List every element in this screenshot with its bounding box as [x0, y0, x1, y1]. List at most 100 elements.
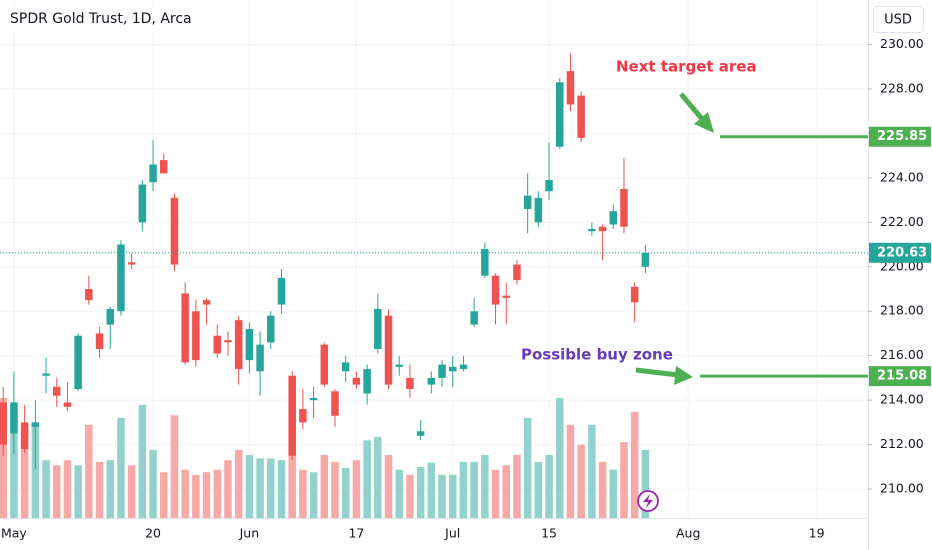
candle-body [491, 275, 500, 305]
level-badge [869, 366, 931, 387]
volume-bar [234, 449, 243, 518]
volume-bar [10, 403, 18, 518]
candle-body [267, 315, 275, 343]
candle-body [523, 195, 532, 209]
candle-body [20, 422, 29, 450]
volume-bar [85, 424, 93, 518]
candle-body [513, 264, 521, 281]
candle-body [427, 377, 436, 385]
volume-bar [181, 469, 189, 518]
y-tick-label: 222.00 [880, 214, 924, 229]
annotation: Next target area [616, 58, 757, 76]
candle-body [127, 262, 136, 265]
candle-body [170, 197, 179, 265]
x-tick-label: 17 [348, 526, 364, 541]
volume-bar [224, 460, 232, 518]
volume-bar [42, 460, 50, 518]
volume-bar [202, 472, 211, 518]
candle-body [63, 402, 72, 407]
volume-bar [609, 469, 618, 518]
volume-bar [438, 474, 446, 518]
candle-body [395, 364, 403, 367]
volume-bar [213, 469, 222, 518]
volume-bar [127, 465, 136, 518]
axis-labels: 210.00212.00214.00216.00218.00220.00222.… [1, 36, 931, 541]
volume-bar [588, 424, 596, 518]
candle-body [331, 391, 339, 416]
volume-pane [0, 397, 650, 518]
candle-body [309, 397, 318, 401]
y-tick-label: 230.00 [880, 36, 924, 51]
volume-bar [106, 460, 114, 518]
y-tick-label: 210.00 [880, 481, 924, 496]
candle-body [384, 315, 393, 385]
candle-body [470, 311, 478, 325]
volume-bar [620, 442, 628, 518]
candle-body [0, 402, 7, 445]
volume-bar [534, 461, 543, 518]
x-tick-label: May [1, 526, 27, 541]
volume-bar [95, 461, 104, 518]
y-tick-label: 216.00 [880, 347, 924, 362]
candle-body [438, 364, 446, 378]
volume-bar [545, 454, 553, 518]
volume-bar [170, 415, 179, 518]
volume-bar [192, 474, 200, 518]
volume-bar [556, 397, 564, 518]
x-tick-label: 20 [145, 526, 161, 541]
candle-body [245, 329, 254, 361]
volume-bar [577, 444, 585, 518]
arrow-head [674, 366, 693, 385]
candle-body [31, 422, 40, 427]
candle-body [10, 402, 18, 434]
level-label: 225.85 [877, 129, 927, 144]
arrows [635, 92, 714, 385]
volume-bar [491, 469, 500, 518]
volume-bar [256, 458, 264, 518]
volume-bar [598, 461, 607, 518]
y-tick-label: 228.00 [880, 80, 924, 95]
candle-body [234, 320, 243, 370]
candle-body [52, 386, 61, 396]
candle-body [641, 252, 650, 267]
volume-bar [331, 461, 339, 518]
volume-bar [63, 460, 72, 518]
candle-body [459, 364, 468, 370]
volume-bar [395, 469, 403, 518]
volume-bar [149, 449, 157, 518]
arrow-shaft [635, 367, 679, 378]
volume-bar [363, 440, 371, 518]
candle-body [149, 164, 157, 183]
event-icon-bolt [643, 494, 653, 508]
volume-bar [470, 461, 478, 518]
volume-bar [416, 467, 425, 518]
candle-body [609, 211, 618, 225]
currency-label[interactable]: USD [884, 13, 912, 28]
candle-body [416, 431, 425, 436]
volume-bar [341, 467, 350, 518]
candle-body [588, 228, 596, 232]
candle-body [598, 226, 607, 232]
candle-body [256, 344, 264, 372]
candle-body [545, 180, 553, 192]
volume-bar [513, 454, 521, 518]
volume-bar [74, 465, 82, 518]
candle-body [341, 362, 350, 372]
volume-bar [288, 454, 296, 518]
volume-bar [374, 436, 382, 518]
volume-bar [299, 469, 307, 518]
volume-bar [277, 460, 286, 518]
candle-body [277, 277, 286, 305]
chart-title: SPDR Gold Trust, 1D, Arca [10, 11, 192, 27]
title-background [4, 6, 192, 32]
annotation: Possible buy zone [521, 346, 673, 364]
candle-body [448, 366, 457, 372]
x-tick-label: Jul [444, 526, 460, 541]
volume-bar [20, 429, 29, 518]
candle-body [299, 409, 307, 423]
candle-body [374, 309, 382, 350]
y-tick-label: 214.00 [880, 392, 924, 407]
currency-button[interactable] [873, 6, 924, 33]
candle-body [213, 335, 222, 354]
candle-body [85, 289, 93, 301]
